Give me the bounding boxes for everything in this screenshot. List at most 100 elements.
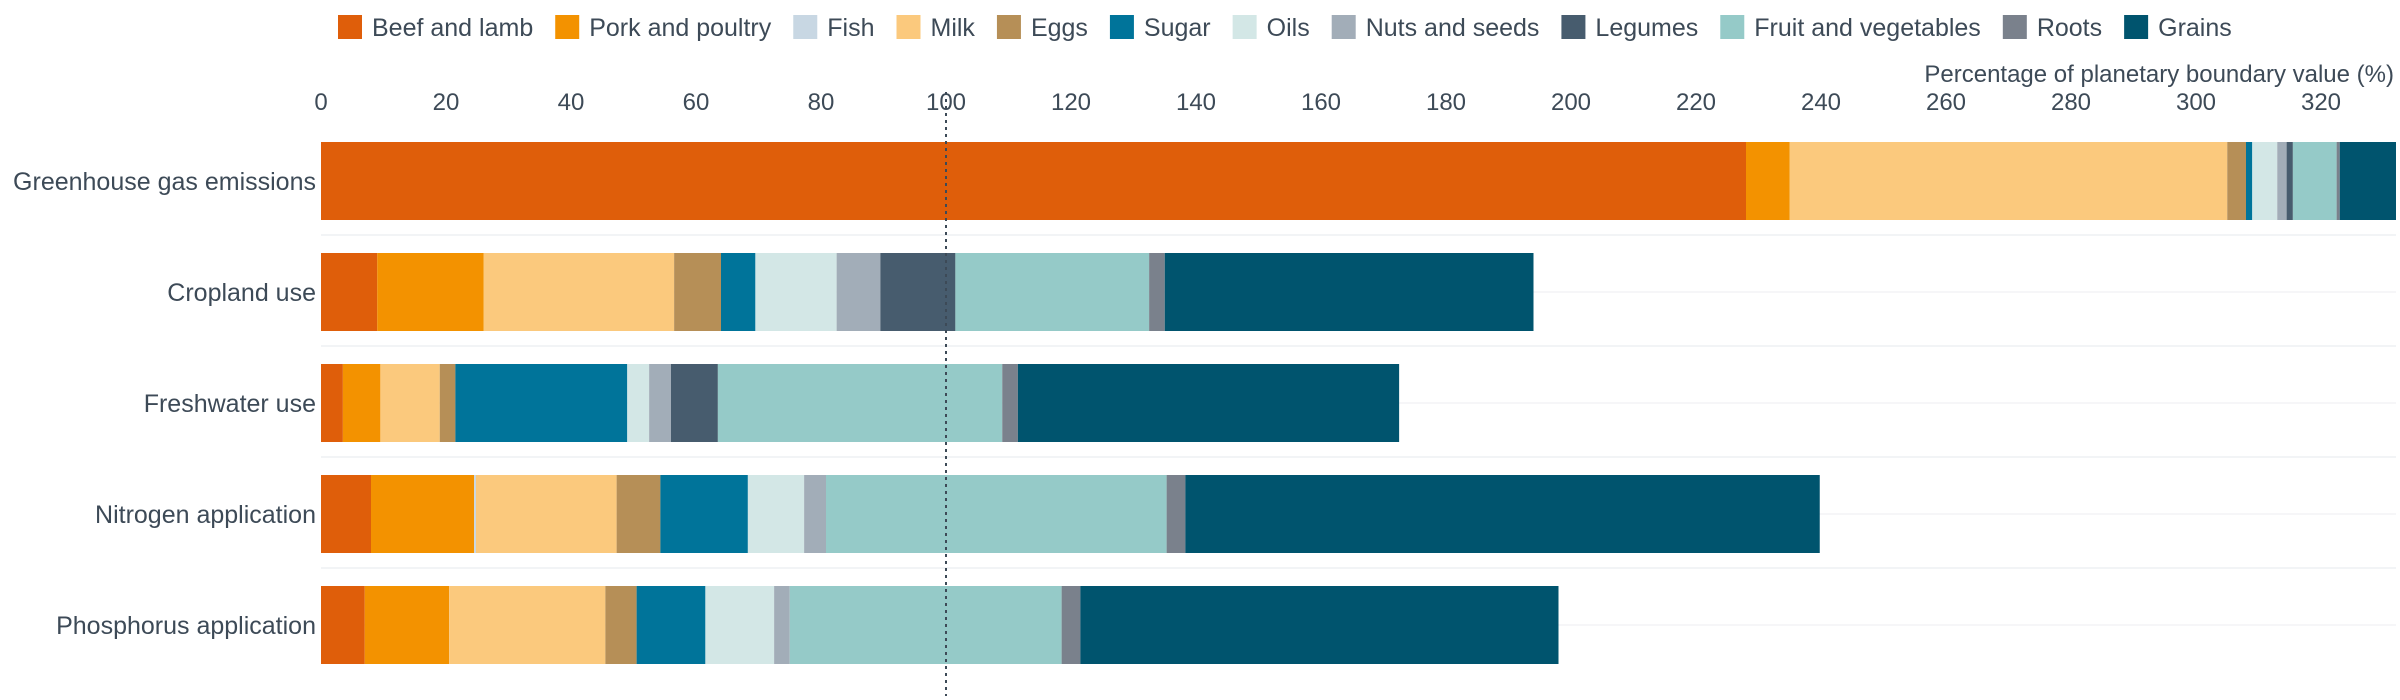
bar-segment-sugar — [2246, 142, 2253, 220]
bar-segment-grains — [1164, 253, 1534, 331]
legend-item-eggs: Eggs — [996, 14, 1088, 42]
legend-label: Legumes — [1595, 14, 1698, 42]
bar-segment-beef-and-lamb — [321, 364, 343, 442]
bar-segment-oils — [755, 253, 837, 331]
bar-segment-beef-and-lamb — [321, 253, 378, 331]
bar-segment-roots — [1061, 586, 1081, 664]
legend-label: Fish — [827, 14, 874, 42]
legend-swatch — [1331, 15, 1356, 39]
legend-item-nuts-and-seeds: Nuts and seeds — [1331, 14, 1539, 42]
legend-label: Milk — [931, 14, 976, 42]
x-tick-label: 60 — [683, 89, 710, 116]
bar-segment-pork-and-poultry — [342, 364, 381, 442]
bar-segment-legumes — [671, 364, 718, 442]
legend-item-fruit-and-vegetables: Fruit and vegetables — [1720, 14, 1981, 42]
legend-swatch — [793, 15, 818, 39]
legend-item-fish: Fish — [793, 14, 875, 42]
category-label: Greenhouse gas emissions — [13, 168, 316, 196]
bar-segment-beef-and-lamb — [321, 586, 365, 664]
legend: Beef and lamb Pork and poultry Fish Milk Egg… — [338, 14, 2232, 42]
bar-segment-nuts-and-seeds — [2277, 142, 2287, 220]
bar-row-freshwater-use — [321, 364, 1400, 442]
bar-segment-fruit-and-vegetables — [826, 475, 1167, 553]
bar-segment-milk — [1789, 142, 2228, 220]
x-tick-label: 280 — [2051, 89, 2091, 116]
bar-segment-grains — [1185, 475, 1820, 553]
bar-segment-fish — [474, 475, 476, 553]
bar-segment-sugar — [636, 586, 706, 664]
x-tick-label: 140 — [1176, 89, 1216, 116]
bar-segment-sugar — [721, 253, 756, 331]
legend-swatch — [2002, 15, 2027, 39]
x-tick-label: 80 — [808, 89, 835, 116]
x-tick-label: 260 — [1926, 89, 1966, 116]
x-tick-label: 200 — [1551, 89, 1591, 116]
legend-item-milk: Milk — [896, 14, 976, 42]
legend-swatch — [555, 15, 580, 39]
legend-swatch — [996, 15, 1021, 39]
legend-item-roots: Roots — [2002, 14, 2102, 42]
x-tick-label: 320 — [2301, 89, 2341, 116]
x-tick-label: 220 — [1676, 89, 1716, 116]
bar-segment-milk — [476, 475, 617, 553]
bar-segment-oils — [747, 475, 805, 553]
x-tick-label: 40 — [558, 89, 585, 116]
legend-item-legumes: Legumes — [1561, 14, 1698, 42]
legend-swatch — [1561, 15, 1586, 39]
legend-label: Eggs — [1031, 14, 1088, 42]
legend-label: Fruit and vegetables — [1754, 14, 1981, 42]
bar-segment-grains — [1017, 364, 1400, 442]
legend-item-grains: Grains — [2124, 14, 2232, 42]
x-tick-label: 20 — [433, 89, 460, 116]
bar-segment-roots — [1166, 475, 1186, 553]
bar-segment-pork-and-poultry — [364, 586, 450, 664]
bar-segment-fruit-and-vegetables — [789, 586, 1062, 664]
bar-segment-fruit-and-vegetables — [717, 364, 1003, 442]
bar-segment-milk — [380, 364, 440, 442]
bar-segment-beef-and-lamb — [321, 142, 1746, 220]
bar-segment-eggs — [605, 586, 637, 664]
bar-segment-pork-and-poultry — [371, 475, 475, 553]
category-labels: Greenhouse gas emissions Cropland use Fres… — [13, 168, 316, 640]
category-label: Phosphorus application — [56, 612, 316, 640]
bar-segment-grains — [2339, 142, 2396, 220]
bar-segment-fruit-and-vegetables — [2292, 142, 2337, 220]
category-label: Freshwater use — [144, 390, 316, 418]
bar-segment-roots — [1149, 253, 1165, 331]
x-tick-label: 300 — [2176, 89, 2216, 116]
x-tick-label: 0 — [314, 89, 327, 116]
bar-segment-eggs — [2227, 142, 2246, 220]
x-tick-label: 180 — [1426, 89, 1466, 116]
bar-segment-oils — [627, 364, 650, 442]
bar-segment-oils — [705, 586, 775, 664]
legend-item-sugar: Sugar — [1109, 14, 1211, 42]
legend-item-oils: Oils — [1232, 14, 1310, 42]
legend-label: Roots — [2037, 14, 2102, 42]
legend-swatch — [338, 15, 362, 39]
x-tick-label: 160 — [1301, 89, 1341, 116]
bar-segment-milk — [449, 586, 606, 664]
bar-segment-fruit-and-vegetables — [955, 253, 1150, 331]
bar-segment-nuts-and-seeds — [649, 364, 671, 442]
x-axis-title: Percentage of planetary boundary value (… — [1924, 61, 2394, 88]
bar-segment-eggs — [616, 475, 661, 553]
bar-segment-nuts-and-seeds — [804, 475, 826, 553]
bar-segment-roots — [2336, 142, 2340, 220]
legend-label: Sugar — [1144, 14, 1211, 42]
bar-segment-sugar — [455, 364, 628, 442]
bar-segment-roots — [1002, 364, 1018, 442]
bar-row-greenhouse-gas-emissions — [321, 142, 2396, 220]
legend-label: Oils — [1267, 14, 1310, 42]
legend-label: Pork and poultry — [589, 14, 772, 42]
legend-label: Grains — [2158, 14, 2232, 42]
bar-segment-milk — [483, 253, 675, 331]
category-label: Cropland use — [167, 279, 316, 307]
bar-segment-oils — [2252, 142, 2278, 220]
legend-label: Beef and lamb — [372, 14, 533, 42]
bar-segment-nuts-and-seeds — [836, 253, 881, 331]
x-axis: Percentage of planetary boundary value (… — [314, 61, 2394, 116]
category-label: Nitrogen application — [95, 501, 316, 529]
legend-swatch — [1232, 15, 1257, 39]
